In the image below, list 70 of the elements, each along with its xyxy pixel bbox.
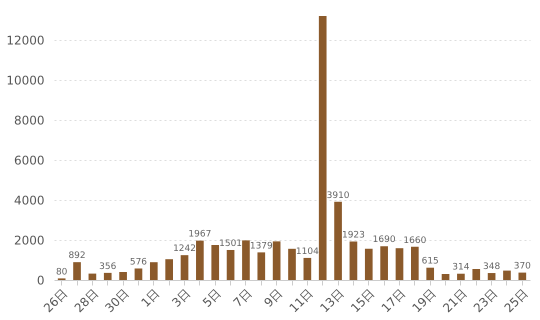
x-tick-label: 11日 [286, 286, 316, 316]
data-label: 1379 [250, 241, 274, 252]
bar [350, 242, 358, 280]
data-label: 1104 [296, 246, 320, 257]
bar [442, 274, 450, 280]
bar [150, 262, 158, 280]
bar [165, 259, 173, 280]
x-tick-label: 9日 [261, 286, 286, 310]
x-tick-label: 5日 [200, 286, 224, 310]
y-tick-label: 2000 [14, 234, 44, 248]
data-label: 314 [452, 262, 470, 273]
x-tick-label: 21日 [440, 286, 470, 316]
x-tick-label: 15日 [348, 286, 378, 316]
x-tick-label: 30日 [102, 286, 132, 316]
x-tick-label: 3日 [169, 286, 193, 310]
x-tick-label: 26日 [40, 286, 70, 316]
data-label: 80 [56, 267, 68, 278]
x-tick-label: 1日 [138, 286, 162, 310]
bar [242, 240, 250, 280]
bar [488, 273, 496, 280]
data-label: 615 [422, 256, 439, 267]
data-label: 892 [68, 251, 86, 262]
bar [211, 245, 220, 280]
data-label: 3910 [326, 190, 350, 201]
bar [318, 16, 327, 280]
bar [257, 252, 266, 280]
bar [180, 255, 188, 280]
bar [134, 268, 142, 280]
bar [226, 250, 234, 280]
bar [119, 272, 127, 280]
x-tick-label: 25日 [502, 286, 531, 316]
bar [104, 272, 112, 280]
x-tick-label: 17日 [378, 286, 408, 316]
bar [380, 246, 388, 280]
bar [457, 274, 465, 280]
bar [396, 248, 404, 280]
y-tick-label: 8000 [14, 114, 44, 128]
y-tick-label: 0 [36, 274, 44, 288]
bar [334, 202, 342, 280]
y-tick-label: 4000 [14, 194, 44, 208]
bar [364, 248, 373, 280]
data-label: 356 [99, 262, 117, 272]
x-tick-label: 13日 [317, 286, 347, 316]
bar [426, 268, 434, 280]
bar [88, 274, 96, 280]
x-tick-label: 19日 [409, 286, 439, 316]
y-tick-label: 10000 [6, 74, 44, 88]
bar [503, 270, 511, 280]
bar [272, 241, 280, 280]
data-label: 1501 [219, 238, 242, 249]
bar [196, 240, 204, 280]
data-label: 1923 [342, 230, 365, 241]
data-label: 1967 [188, 230, 212, 240]
data-label: 370 [514, 262, 532, 272]
data-label: 1242 [173, 244, 196, 254]
x-tick-label: 28日 [72, 286, 101, 316]
bar [411, 246, 419, 280]
bar [73, 262, 81, 280]
data-label: 1660 [403, 236, 427, 246]
bar [472, 269, 480, 280]
bar [288, 248, 296, 280]
data-label: 1690 [372, 235, 396, 246]
x-tick-label: 23日 [470, 286, 500, 316]
bar [518, 272, 526, 280]
y-tick-label: 6000 [14, 154, 44, 168]
y-tick-label: 12000 [6, 34, 44, 48]
data-label: 576 [130, 257, 148, 268]
bar [304, 258, 312, 280]
x-tick-label: 7日 [230, 286, 254, 310]
data-label: 348 [483, 262, 500, 272]
